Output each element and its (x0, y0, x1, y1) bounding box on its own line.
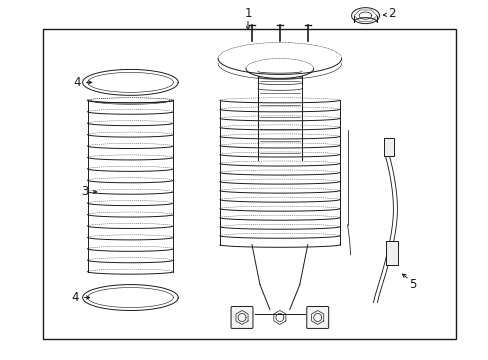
FancyBboxPatch shape (230, 306, 252, 328)
Text: 1: 1 (244, 7, 251, 20)
Text: 2: 2 (387, 7, 394, 20)
Text: 4: 4 (73, 76, 80, 89)
Text: 3: 3 (81, 185, 88, 198)
FancyBboxPatch shape (306, 306, 328, 328)
Bar (384, 138, 394, 156)
Text: 5: 5 (408, 278, 415, 291)
Text: 4: 4 (71, 291, 78, 304)
Bar (42, 28, 455, 339)
Bar (386, 241, 398, 265)
